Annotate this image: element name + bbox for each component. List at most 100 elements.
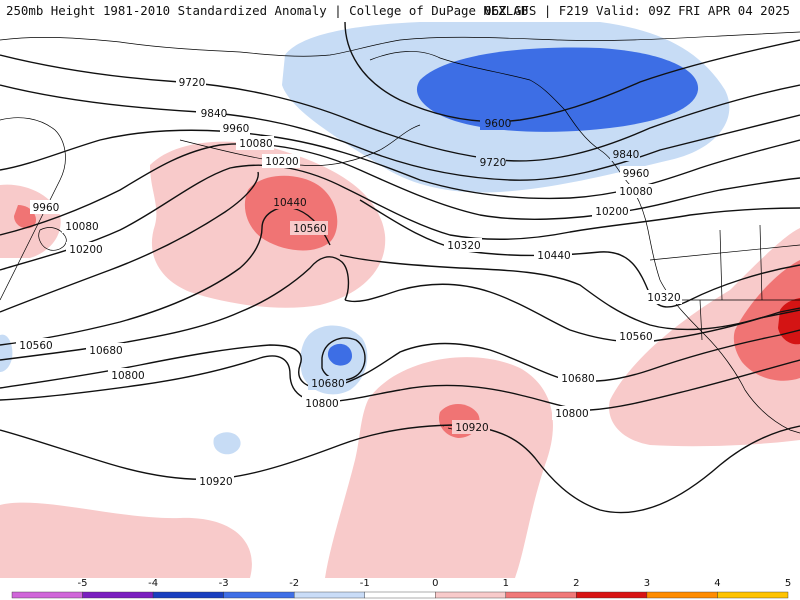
contour-label-9720-east: 9720 xyxy=(480,157,507,169)
label-bg xyxy=(558,371,596,385)
label-bg xyxy=(30,200,60,214)
colorbar-tick-label: 1 xyxy=(503,578,509,589)
contour-9600 xyxy=(344,22,800,123)
contour-label-9960-asia: 9960 xyxy=(33,202,60,214)
colorbar-tick-label: -1 xyxy=(360,578,370,589)
label-bg xyxy=(290,221,328,235)
colorbar-tick-label: -5 xyxy=(78,578,88,589)
north-america-west-coast xyxy=(629,184,800,434)
colorbar-segment xyxy=(293,591,365,599)
label-bg xyxy=(108,368,146,382)
label-bg xyxy=(444,238,482,252)
label-bg xyxy=(616,329,654,343)
contour-label-10680-west: 10680 xyxy=(89,345,122,357)
contour-10680 xyxy=(0,329,800,389)
contour-10080 xyxy=(0,143,800,236)
contour-10320 xyxy=(0,171,800,313)
contour-label-10080-asia: 10080 xyxy=(65,221,98,233)
contour-label-10800-east: 10800 xyxy=(555,408,588,420)
colorbar-segments xyxy=(11,591,789,599)
contour-label-9960-east: 9960 xyxy=(623,168,650,180)
label-bg xyxy=(270,195,308,209)
contour-label-10320-mid: 10320 xyxy=(447,240,480,252)
contour-label-10080-west: 10080 xyxy=(239,138,272,150)
colorbar-segment xyxy=(152,591,224,599)
label-bg xyxy=(452,420,490,434)
strong-negative-north xyxy=(416,47,699,132)
colorbar-segment xyxy=(82,591,154,599)
colorbar-tick-label: 0 xyxy=(432,578,438,589)
model-run-info: 06Z GFS | F219 Valid: 09Z FRI APR 04 202… xyxy=(484,3,790,18)
label-bg xyxy=(534,248,572,262)
aleutian-chain xyxy=(179,124,421,166)
contour-label-10080-east: 10080 xyxy=(619,186,652,198)
height-anomaly-map: 9720 9840 9960 10080 10200 10440 10560 9… xyxy=(0,22,800,578)
alaska-coast xyxy=(369,51,631,186)
contour-label-10560-asia: 10560 xyxy=(19,340,52,352)
colorbar-tick-label: 4 xyxy=(714,578,720,589)
colorbar-tick-label: 3 xyxy=(644,578,650,589)
label-bg xyxy=(302,396,340,410)
label-bg xyxy=(66,242,104,256)
strong-positive-west-coast xyxy=(733,260,800,381)
contour-9840 xyxy=(0,84,800,181)
contour-label-10440-mid: 10440 xyxy=(537,250,570,262)
asia-coast xyxy=(0,117,66,301)
contour-labels: 9720 9840 9960 10080 10200 10440 10560 9… xyxy=(16,75,682,488)
contour-label-10440-west: 10440 xyxy=(273,197,306,209)
contour-9960 xyxy=(0,129,800,200)
contour-label-10800-central: 10800 xyxy=(305,398,338,410)
label-bg xyxy=(552,406,590,420)
label-bg xyxy=(86,343,124,357)
coastlines xyxy=(0,31,800,434)
label-bg xyxy=(196,474,234,488)
colorbar-segment xyxy=(11,591,83,599)
colorbar-tick-label: -3 xyxy=(219,578,229,589)
label-bg xyxy=(616,184,654,198)
positive-anomaly-hawaii xyxy=(325,357,553,578)
contour-label-9840-west: 9840 xyxy=(201,108,228,120)
contour-label-10560-west: 10560 xyxy=(293,223,326,235)
negative-anomaly-far-west xyxy=(0,334,13,372)
label-bg xyxy=(644,290,682,304)
contour-label-10200-west: 10200 xyxy=(265,156,298,168)
colorbar-tick-label: 2 xyxy=(573,578,579,589)
label-bg xyxy=(480,116,510,130)
label-bg xyxy=(610,147,640,161)
label-bg xyxy=(196,106,226,120)
contour-label-10560-east: 10560 xyxy=(619,331,652,343)
contour-label-10800-west: 10800 xyxy=(111,370,144,382)
map-title: 250mb Height 1981-2010 Standardized Anom… xyxy=(6,3,529,18)
colorbar-segment xyxy=(223,591,295,599)
colorbar-segment xyxy=(717,591,789,599)
contour-label-10200-east: 10200 xyxy=(595,206,628,218)
label-bg xyxy=(62,219,100,233)
colorbar-segment xyxy=(364,591,436,599)
label-bg xyxy=(262,154,300,168)
label-bg xyxy=(16,338,54,352)
label-bg xyxy=(620,166,650,180)
contour-label-9600: 9600 xyxy=(485,118,512,130)
contour-10200 xyxy=(0,164,800,271)
colorbar-segment xyxy=(646,591,718,599)
colorbar-tick-label: 5 xyxy=(785,578,791,589)
contour-label-10200-asia: 10200 xyxy=(69,244,102,256)
contour-9720 xyxy=(0,54,800,162)
label-bg xyxy=(308,376,346,390)
label-bg xyxy=(236,136,274,150)
label-bg xyxy=(476,155,506,169)
contour-label-9960-west: 9960 xyxy=(223,123,250,135)
contour-label-10320-east: 10320 xyxy=(647,292,680,304)
colorbar-ticks: -5 -4 -3 -2 -1 0 1 2 3 4 5 xyxy=(78,578,792,589)
colorbar-segment xyxy=(435,591,507,599)
colorbar-segment xyxy=(505,591,577,599)
contour-label-9720-west: 9720 xyxy=(179,77,206,89)
label-bg xyxy=(220,121,250,135)
japan xyxy=(38,227,67,251)
colorbar-tick-label: -4 xyxy=(148,578,158,589)
contour-10800 xyxy=(0,355,800,411)
strong-negative-central-pacific xyxy=(327,343,352,366)
label-bg xyxy=(176,75,206,89)
us-borders xyxy=(649,224,800,341)
contour-label-10920-hawaii: 10920 xyxy=(455,422,488,434)
